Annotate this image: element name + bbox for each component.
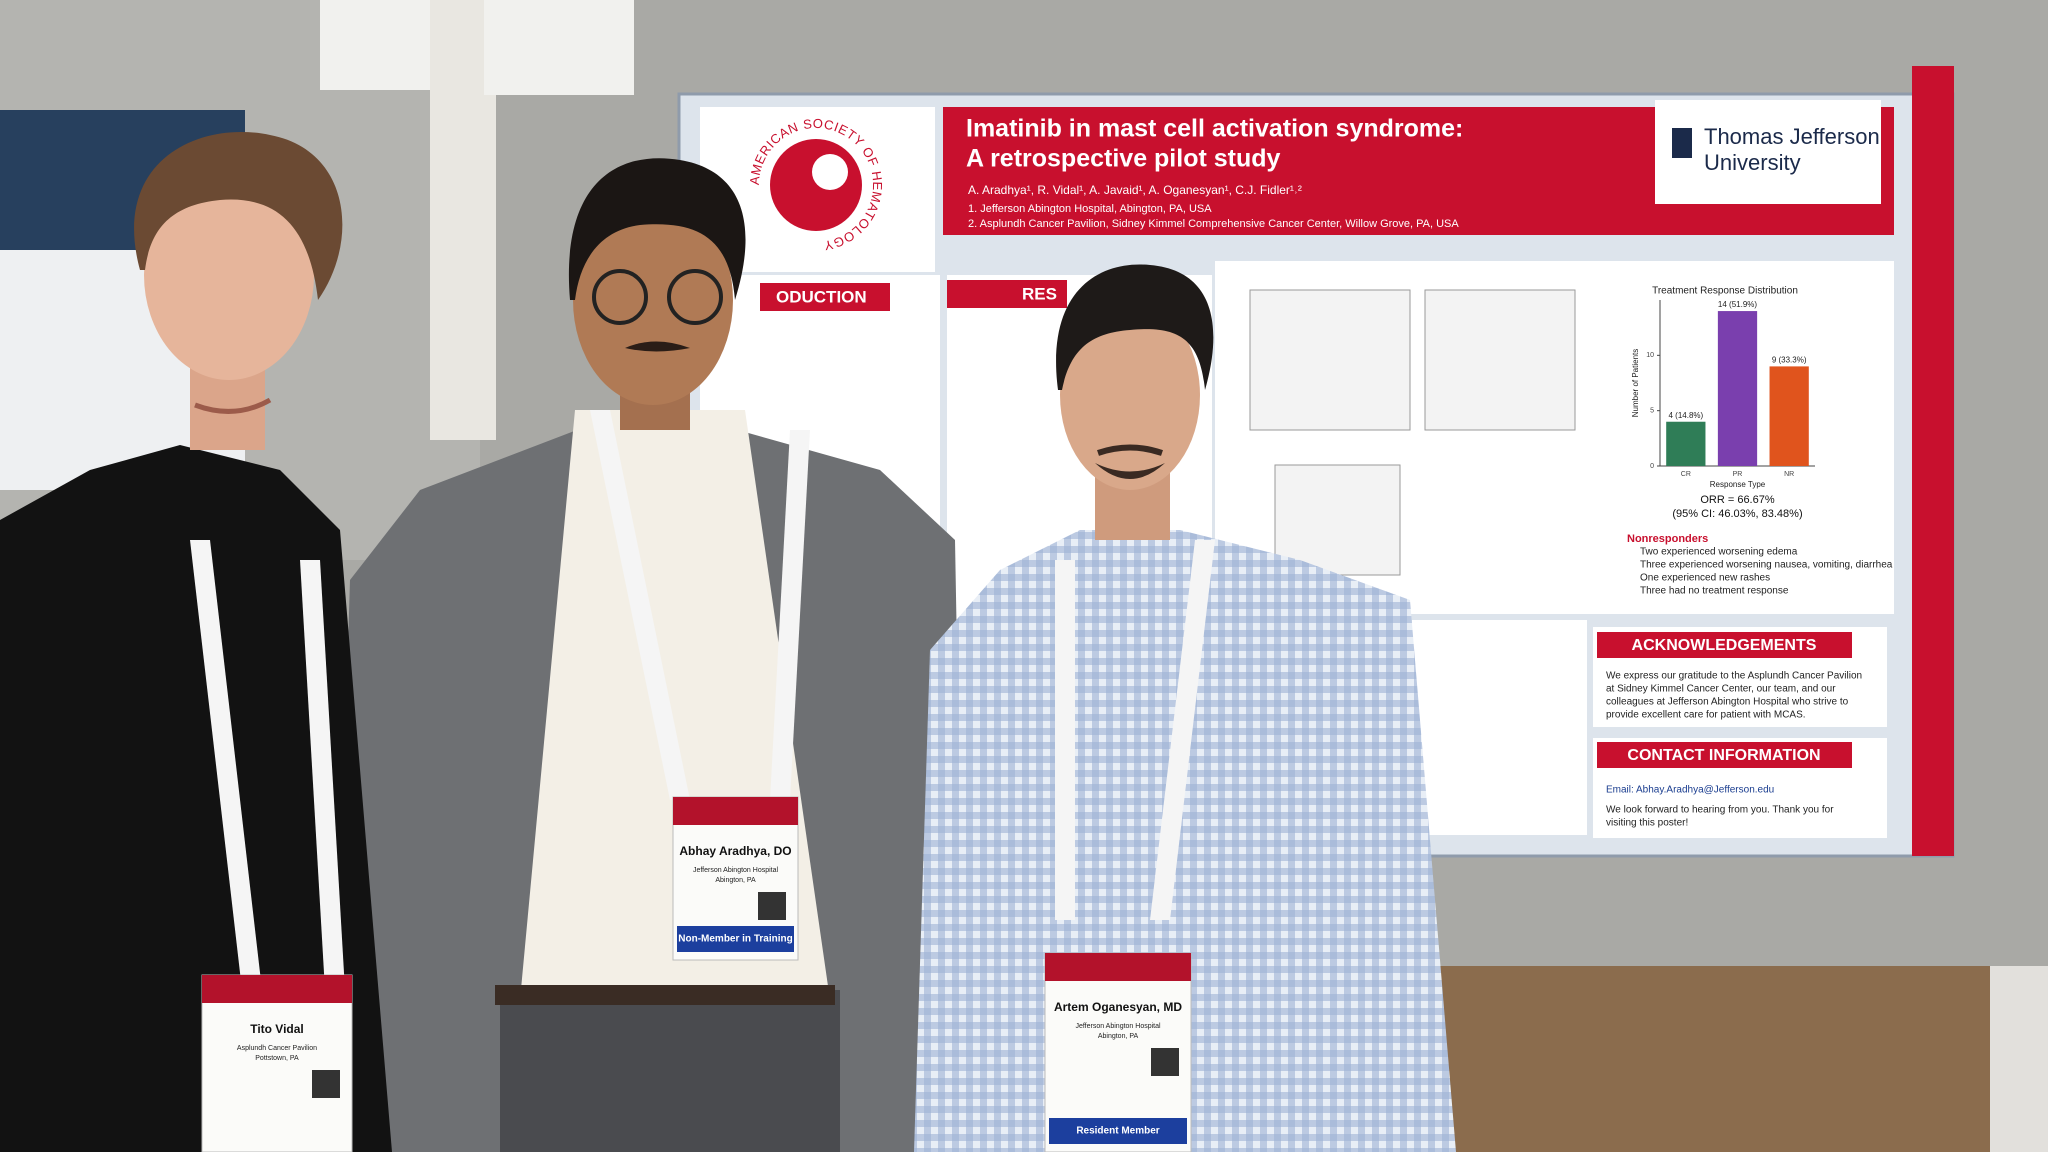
society-logo [812,154,848,190]
authors: A. Aradhya¹, R. Vidal¹, A. Javaid¹, A. O… [968,183,1302,197]
orr: ORR = 66.67% [1700,494,1775,506]
badge-status: Resident Member [1076,1126,1159,1137]
ack-line: provide excellent care for patient with … [1606,710,1806,721]
badge-header [202,975,352,1003]
nonresponders-title: Nonresponders [1627,533,1708,545]
y-tick-label: 0 [1650,463,1654,470]
trajectory-plot [1274,464,1401,576]
pillar [1990,966,2048,1152]
ack-line: at Sidney Kimmel Cancer Center, our team… [1606,684,1836,695]
value-label: 14 (51.9%) [1718,300,1757,309]
university-name: University [1704,150,1801,175]
nonresponders-item: One experienced new rashes [1640,573,1770,584]
society-logo [770,139,862,231]
university-name: Thomas Jefferson [1704,124,1880,149]
section-header [1597,632,1852,658]
badge-name: Tito Vidal [250,1022,304,1036]
section-title: RES [1022,284,1057,303]
ack-line: colleagues at Jefferson Abington Hospita… [1606,697,1849,708]
university-mark [1672,128,1692,158]
badge-header [1045,953,1191,981]
nonresponders-item: Three experienced worsening nausea, vomi… [1640,560,1893,571]
contact-email: Email: Abhay.Aradhya@Jefferson.edu [1606,785,1774,796]
badge-location: Abington, PA [1098,1033,1139,1040]
section-header [1597,742,1852,768]
bar [1717,311,1758,466]
badge-status-band [677,926,794,952]
badge-org: Jefferson Abington Hospital [1075,1023,1161,1030]
section-title: ACKNOWLEDGEMENTS [1632,637,1817,654]
badge-qr [312,1070,340,1098]
badge-location: Pottstown, PA [255,1055,299,1062]
x-tick-label: CR [1681,471,1691,478]
contact-line: visiting this poster! [1606,818,1688,829]
badge-name: Abhay Aradhya, DO [679,844,791,858]
section-header [947,280,1067,308]
person-middle [333,158,966,1152]
chart-title: Treatment Response Distribution [1652,286,1798,297]
badge-org: Jefferson Abington Hospital [693,867,779,874]
nonresponders-item: Two experienced worsening edema [1640,547,1798,558]
notice [484,0,634,95]
ack-line: We express our gratitude to the Asplundh… [1606,671,1862,682]
bar [1666,421,1706,466]
box-plot [1424,289,1576,431]
section-title: CONTACT INFORMATION [1627,747,1820,764]
badge-name: Artem Oganesyan, MD [1054,1000,1182,1014]
box-plot [1249,289,1411,431]
x-axis-label: Response Type [1710,480,1766,489]
nonresponders-item: Three had no treatment response [1640,586,1789,597]
notice [320,0,430,90]
contact-line: We look forward to hearing from you. Tha… [1606,805,1834,816]
poster-title: Imatinib in mast cell activation syndrom… [966,115,1463,143]
orr-ci: (95% CI: 46.03%, 83.48%) [1672,508,1802,520]
badge [201,974,353,1152]
badge-qr [1151,1048,1179,1076]
affiliation: 1. Jefferson Abington Hospital, Abington… [968,203,1212,215]
x-tick-label: NR [1784,471,1794,478]
bar [1769,366,1809,466]
badge-status-band [1049,1118,1187,1144]
badge-org: Asplundh Cancer Pavilion [237,1045,317,1052]
contact-note: We look forward to hearing from you. Tha… [1606,805,1834,829]
poster-title: A retrospective pilot study [966,145,1281,173]
badge-status: Non-Member in Training [678,934,792,945]
affiliation: 2. Asplundh Cancer Pavilion, Sidney Kimm… [968,218,1459,230]
section-title: ODUCTION [776,287,867,306]
poster-side-strip [1912,66,1954,856]
y-tick-label: 5 [1650,408,1654,415]
x-tick-label: PR [1733,471,1743,478]
section-header [760,283,890,311]
y-tick-label: 10 [1646,352,1654,359]
y-axis-label: Number of Patients [1631,349,1640,417]
acknowledgements-text: We express our gratitude to the Asplundh… [1606,671,1862,721]
response-chart: Treatment Response Distribution Number of… [1631,286,1815,520]
badges: Tito Vidal Asplundh Cancer Pavilion Pottst… [201,796,1192,1152]
references-column [1412,620,1587,835]
lanyards [190,410,1215,990]
badge-header [673,797,798,825]
value-label: 4 (14.8%) [1668,411,1703,420]
badge-qr [758,892,786,920]
badge-location: Abington, PA [715,877,756,884]
university-logo [1655,100,1881,204]
value-label: 9 (33.3%) [1772,356,1807,365]
nonresponders: Nonresponders Two experienced worsening e… [1627,533,1893,597]
